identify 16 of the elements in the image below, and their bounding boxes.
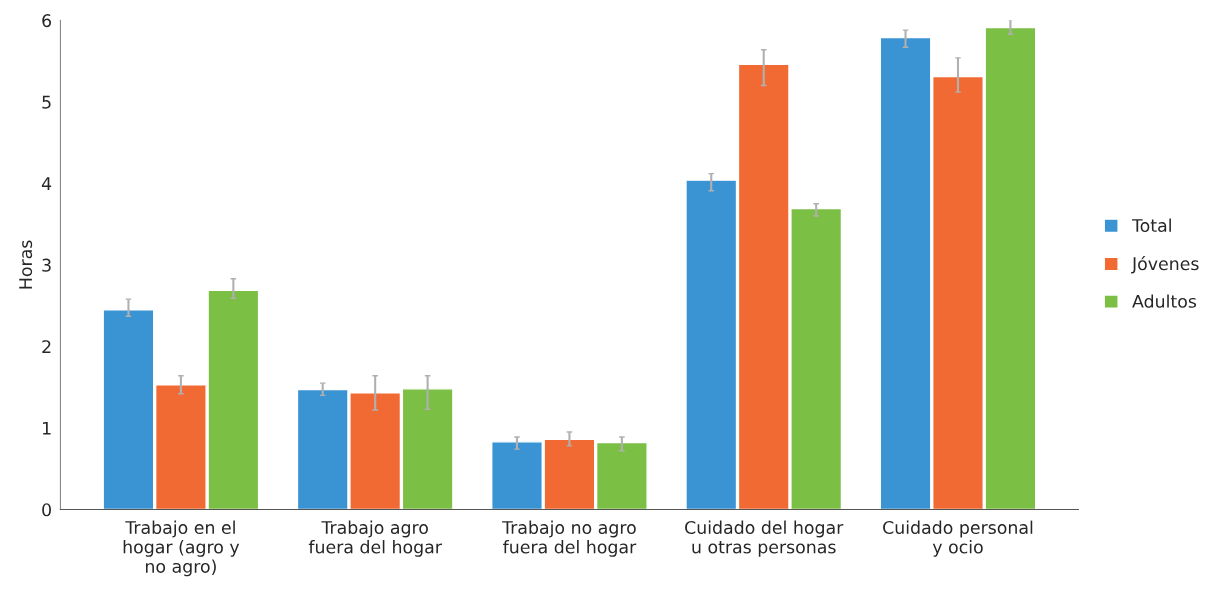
y-tick-label: 5 bbox=[42, 95, 51, 109]
legend-label: Adultos bbox=[1132, 294, 1197, 308]
x-tick-label: Cuidado personal y ocio bbox=[883, 520, 1033, 557]
y-tick-label: 0 bbox=[42, 503, 51, 517]
y-tick-label: 4 bbox=[41, 177, 52, 190]
y-tick-label: 1 bbox=[42, 421, 51, 435]
x-tick-label: Cuidado del hogar u otras personas bbox=[685, 520, 844, 557]
y-tick-label: 2 bbox=[42, 340, 51, 354]
x-tick-label: Trabajo no agro fuera del hogar bbox=[502, 520, 637, 557]
x-tick-label: Trabajo agro fuera del hogar bbox=[308, 520, 442, 557]
y-tick-label: 6 bbox=[42, 14, 52, 28]
legend-label: Total bbox=[1131, 218, 1171, 233]
y-tick-label: 3 bbox=[42, 258, 51, 272]
y-axis-title: Horas bbox=[19, 240, 33, 289]
legend-label: Jóvenes bbox=[1131, 256, 1199, 274]
x-tick-label: Trabajo en el hogar (agro y no agro) bbox=[123, 520, 240, 577]
